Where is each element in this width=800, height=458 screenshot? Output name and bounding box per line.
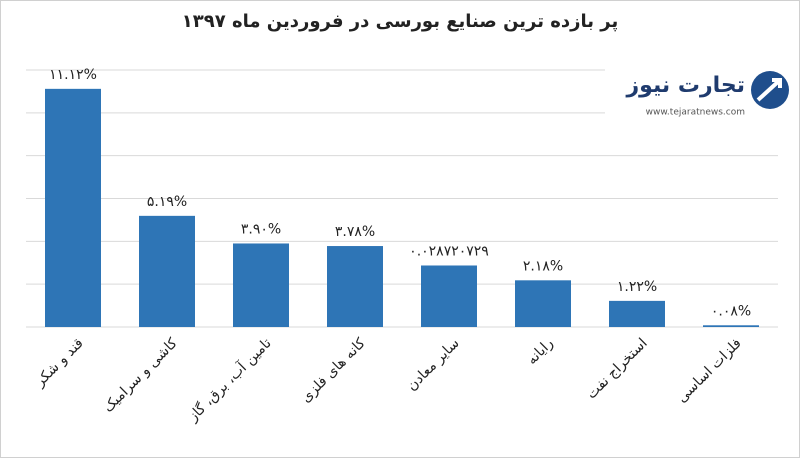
bar <box>515 280 571 327</box>
chart-title: پر بازده ترین صنایع بورسی در فروردین ماه… <box>182 11 618 32</box>
bar <box>421 265 477 327</box>
value-label: ۰.۰۲۸۷۲۰۷۲۹ <box>409 243 489 259</box>
value-label: ۳.۷۸% <box>335 224 375 240</box>
bar <box>139 215 195 327</box>
value-label: ۱.۲۲% <box>617 279 657 295</box>
bar <box>233 243 289 327</box>
value-label: ۱۱.۱۲% <box>49 67 97 83</box>
logo-url: www.tejaratnews.com <box>646 108 745 118</box>
value-label: ۰.۰۸% <box>711 303 751 319</box>
logo: تجارت نیوز www.tejaratnews.com <box>605 62 795 120</box>
value-label: ۲.۱۸% <box>523 258 563 274</box>
value-label: ۵.۱۹% <box>147 194 187 210</box>
bar <box>703 325 759 327</box>
bar <box>609 300 665 327</box>
bar <box>327 246 383 327</box>
logo-arrow <box>756 78 782 102</box>
bar <box>45 88 101 327</box>
value-label: ۳.۹۰% <box>241 221 281 237</box>
logo-name: تجارت نیوز <box>625 73 745 98</box>
